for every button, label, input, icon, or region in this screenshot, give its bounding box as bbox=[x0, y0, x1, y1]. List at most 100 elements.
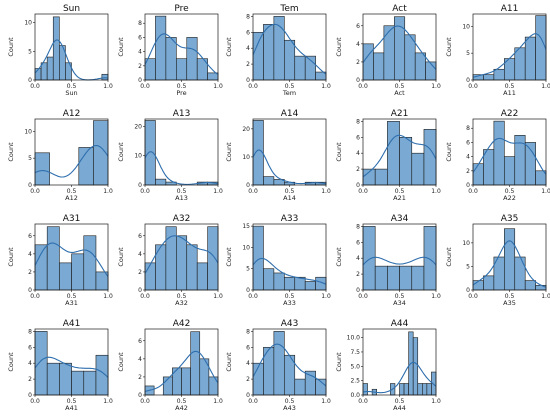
y-tick-label: 4 bbox=[246, 360, 250, 367]
histogram-bar bbox=[422, 383, 428, 396]
y-tick-label: 10 bbox=[24, 128, 32, 135]
y-axis-label: Count bbox=[117, 37, 125, 57]
x-tick-label: 0.5 bbox=[67, 293, 77, 300]
y-tick-label: 0 bbox=[28, 77, 32, 84]
histogram-bar bbox=[59, 262, 72, 291]
histogram-bar bbox=[362, 43, 374, 81]
histogram-bar bbox=[284, 39, 296, 81]
kde-curve bbox=[362, 361, 437, 394]
x-axis-label: A31 bbox=[65, 299, 78, 307]
histogram-bar bbox=[423, 129, 437, 186]
histogram-bar bbox=[399, 383, 405, 396]
kde-curve bbox=[34, 356, 109, 378]
histogram-bar bbox=[294, 378, 306, 396]
subplot-a33: 0.0 0.5 1.0 0 5 10 15 A33 A33 Count bbox=[225, 214, 331, 307]
y-tick-label: 0 bbox=[246, 182, 250, 189]
histogram-bar bbox=[186, 37, 198, 81]
y-tick-label: 0 bbox=[466, 182, 470, 189]
x-axis-label: A32 bbox=[175, 299, 188, 307]
y-tick-label: 6 bbox=[138, 34, 142, 41]
x-tick-label: 0.5 bbox=[67, 398, 77, 405]
histogram-bar bbox=[412, 337, 419, 396]
histogram-bar bbox=[71, 370, 85, 396]
y-tick-label: 5 bbox=[466, 263, 470, 270]
y-tick-label: 6 bbox=[356, 23, 360, 30]
x-tick-label: 0.5 bbox=[505, 83, 515, 90]
histogram-bar bbox=[411, 152, 425, 186]
subplot-title: A32 bbox=[173, 214, 191, 224]
histogram-bar bbox=[83, 370, 97, 396]
histogram-bar bbox=[263, 268, 275, 291]
x-tick-label: 1.0 bbox=[321, 188, 331, 195]
y-tick-label: 0 bbox=[138, 182, 142, 189]
histogram-bar bbox=[374, 265, 388, 291]
histogram-bar bbox=[155, 15, 167, 81]
subplot-title: A21 bbox=[391, 109, 409, 119]
x-tick-label: 1.0 bbox=[103, 398, 113, 405]
y-tick-label: 4 bbox=[138, 356, 142, 363]
y-tick-label: 0 bbox=[246, 392, 250, 399]
histogram-bar bbox=[263, 24, 275, 81]
x-axis-label: Tem bbox=[282, 89, 296, 97]
x-axis-label: A11 bbox=[503, 89, 516, 97]
y-tick-label: 8 bbox=[28, 328, 32, 335]
y-tick-label: 10 bbox=[242, 244, 250, 251]
histogram-bar bbox=[52, 16, 60, 81]
x-tick-label: 1.0 bbox=[103, 83, 113, 90]
x-tick-label: 1.0 bbox=[541, 293, 550, 300]
y-tick-label: 8 bbox=[356, 223, 360, 230]
subplot-title: A11 bbox=[501, 4, 519, 14]
histogram-bar bbox=[493, 120, 505, 186]
y-tick-label: 0 bbox=[466, 77, 470, 84]
subplot-title: A43 bbox=[281, 319, 299, 329]
x-tick-label: 0.0 bbox=[468, 293, 478, 300]
y-axis-label: Count bbox=[7, 247, 15, 267]
y-tick-label: 5 bbox=[28, 155, 32, 162]
x-tick-label: 0.5 bbox=[177, 188, 187, 195]
x-tick-label: 0.0 bbox=[248, 293, 258, 300]
y-tick-label: 2 bbox=[246, 376, 250, 383]
y-tick-label: 6 bbox=[138, 233, 142, 240]
histogram-bar bbox=[524, 36, 536, 81]
subplot-title: A44 bbox=[391, 319, 409, 329]
y-tick-label: 6 bbox=[28, 233, 32, 240]
subplot-act: 0.0 0.5 1.0 0 2 4 6 Act Act Count bbox=[335, 4, 441, 97]
histogram-bar bbox=[514, 256, 526, 291]
y-axis-label: Count bbox=[225, 37, 233, 57]
x-tick-label: 0.5 bbox=[177, 83, 187, 90]
y-tick-label: 4 bbox=[466, 154, 470, 161]
x-axis-label: A41 bbox=[65, 404, 78, 412]
kde-curve bbox=[472, 137, 547, 175]
x-tick-label: 0.5 bbox=[395, 188, 405, 195]
histogram-bar bbox=[504, 228, 516, 291]
y-tick-label: 2 bbox=[138, 269, 142, 276]
x-tick-label: 0.5 bbox=[67, 83, 77, 90]
histogram-bar bbox=[144, 120, 156, 186]
x-tick-label: 1.0 bbox=[541, 83, 550, 90]
kde-curve bbox=[252, 257, 327, 285]
subplot-title: A13 bbox=[173, 109, 191, 119]
histogram-bar bbox=[207, 226, 219, 291]
x-tick-label: 1.0 bbox=[213, 188, 223, 195]
y-axis-label: Count bbox=[335, 352, 343, 372]
y-tick-label: 6 bbox=[246, 29, 250, 36]
x-tick-label: 0.0 bbox=[358, 83, 368, 90]
histogram-bar bbox=[46, 56, 54, 81]
histogram-bar bbox=[46, 226, 60, 291]
x-axis-label: Sun bbox=[65, 89, 77, 97]
histogram-bar bbox=[196, 262, 208, 291]
x-tick-label: 0.5 bbox=[285, 83, 295, 90]
subplot-a11: 0.0 0.5 1.0 0 5 10 A11 A11 Count bbox=[445, 4, 550, 97]
x-tick-label: 0.5 bbox=[67, 188, 77, 195]
histogram-bar bbox=[83, 235, 97, 291]
y-tick-label: 8 bbox=[356, 118, 360, 125]
subplot-title: A22 bbox=[501, 109, 519, 119]
histogram-bar bbox=[186, 244, 198, 291]
y-tick-label: 5 bbox=[28, 48, 32, 55]
subplot-a13: 0.0 0.5 1.0 0 10 20 A13 A13 Count bbox=[117, 109, 223, 202]
y-tick-label: 20 bbox=[242, 126, 250, 133]
subplot-title: Sun bbox=[63, 4, 80, 14]
histogram-bar bbox=[273, 331, 285, 396]
histogram-bar bbox=[176, 235, 188, 291]
y-tick-label: 0 bbox=[356, 287, 360, 294]
